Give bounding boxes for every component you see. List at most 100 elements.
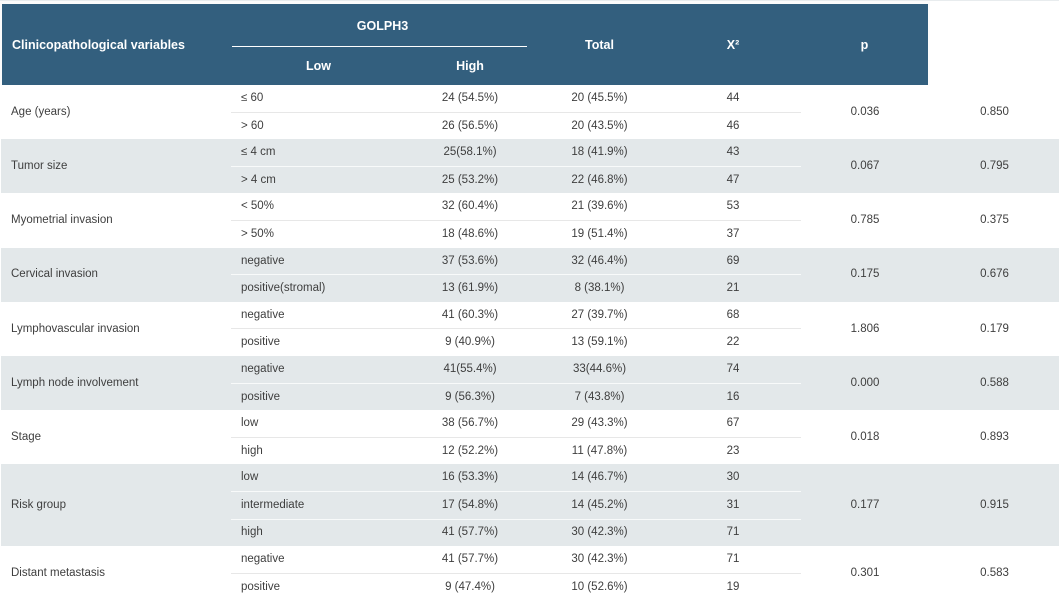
low-cell: 41(55.4%) bbox=[406, 355, 534, 384]
category-cell: negative bbox=[231, 546, 406, 574]
low-cell: 16 (53.3%) bbox=[406, 464, 534, 492]
variable-cell: Stage bbox=[11, 430, 42, 443]
col-header-p: p bbox=[801, 1, 930, 85]
table-row: positive 9 (56.3%) 7 (43.8%) 16 bbox=[1, 383, 1059, 411]
category-cell: intermediate bbox=[231, 491, 406, 520]
high-cell: 14 (45.2%) bbox=[534, 491, 665, 520]
table-row: > 60 26 (56.5%) 20 (43.5%) 46 bbox=[1, 112, 1059, 139]
low-cell: 38 (56.7%) bbox=[406, 410, 534, 438]
high-cell: 18 (41.9%) bbox=[534, 139, 665, 167]
chi2-cell: 0.018 bbox=[850, 430, 880, 443]
high-cell: 32 (46.4%) bbox=[534, 247, 665, 276]
col-header-high: High bbox=[406, 47, 534, 85]
table-row: positive 9 (47.4%) 10 (52.6%) 19 bbox=[1, 573, 1059, 593]
variable-cell: Distant metastasis bbox=[11, 566, 105, 579]
total-cell: 69 bbox=[665, 247, 801, 276]
total-cell: 67 bbox=[665, 410, 801, 438]
category-cell: < 50% bbox=[231, 193, 406, 221]
p-cell: 0.583 bbox=[980, 566, 1009, 579]
group-myometrial-invasion: Myometrial invasion < 50% 32 (60.4%) 21 … bbox=[1, 193, 1059, 247]
chi2-cell: 0.175 bbox=[801, 247, 929, 302]
low-cell: 13 (61.9%) bbox=[406, 274, 534, 302]
p-cell: 0.795 bbox=[929, 139, 1059, 194]
low-cell: 18 (48.6%) bbox=[441, 227, 499, 240]
col-header-golph3: GOLPH3 bbox=[231, 1, 534, 48]
high-cell: 29 (43.3%) bbox=[534, 410, 665, 438]
variable-cell: Risk group bbox=[1, 464, 231, 547]
total-cell: 21 bbox=[665, 274, 801, 302]
high-cell: 20 (43.5%) bbox=[571, 119, 628, 132]
high-cell: 14 (46.7%) bbox=[534, 464, 665, 492]
category-cell: negative bbox=[231, 247, 406, 276]
total-cell: 71 bbox=[665, 546, 801, 574]
group-lymphovascular-invasion: Lymphovascular invasion negative 41 (60.… bbox=[1, 301, 1059, 356]
table-row: Distant metastasis negative 41 (57.7%) 3… bbox=[1, 546, 1059, 579]
high-cell: 21 (39.6%) bbox=[534, 193, 665, 221]
variable-cell: Myometrial invasion bbox=[11, 214, 113, 227]
total-cell: 74 bbox=[665, 355, 801, 384]
group-lymph-node-involvement: Lymph node involvement negative 41(55.4%… bbox=[1, 355, 1059, 411]
p-cell: 0.893 bbox=[980, 430, 1009, 443]
total-cell: 16 bbox=[665, 383, 801, 411]
category-cell: positive bbox=[231, 383, 406, 411]
total-cell: 71 bbox=[665, 519, 801, 547]
total-cell: 23 bbox=[726, 444, 740, 457]
group-cervical-invasion: Cervical invasion negative 37 (53.6%) 32… bbox=[1, 247, 1059, 302]
table-row: positive(stromal) 13 (61.9%) 8 (38.1%) 2… bbox=[1, 274, 1059, 302]
total-cell: 37 bbox=[726, 227, 740, 240]
low-cell: 41 (60.3%) bbox=[406, 301, 534, 330]
low-cell: 17 (54.8%) bbox=[406, 491, 534, 520]
chi2-cell: 0.301 bbox=[850, 566, 880, 579]
table-row: Lymph node involvement negative 41(55.4%… bbox=[1, 355, 1059, 411]
total-cell: 43 bbox=[665, 139, 801, 167]
variable-cell: Age (years) bbox=[11, 105, 71, 118]
col-header-total: Total bbox=[534, 1, 665, 85]
p-cell: 0.375 bbox=[980, 214, 1009, 227]
high-cell: 30 (42.3%) bbox=[534, 546, 665, 574]
low-cell: 9 (47.4%) bbox=[445, 580, 495, 593]
chi2-cell: 1.806 bbox=[850, 322, 880, 335]
table-row: Cervical invasion negative 37 (53.6%) 32… bbox=[1, 247, 1059, 302]
table-row: positive 9 (40.9%) 13 (59.1%) 22 bbox=[1, 329, 1059, 356]
chi2-cell: 0.177 bbox=[801, 464, 929, 547]
category-cell: negative bbox=[231, 301, 406, 330]
p-cell: 0.676 bbox=[929, 247, 1059, 302]
p-cell: 0.588 bbox=[929, 355, 1059, 411]
high-cell: 33(44.6%) bbox=[534, 355, 665, 384]
low-cell: 41 (57.7%) bbox=[406, 519, 534, 547]
category-cell: ≤ 4 cm bbox=[231, 139, 406, 167]
category-cell: positive bbox=[241, 336, 280, 349]
high-cell: 8 (38.1%) bbox=[534, 274, 665, 302]
low-cell: 9 (40.9%) bbox=[445, 336, 495, 349]
category-cell: high bbox=[241, 444, 263, 457]
variable-cell: Tumor size bbox=[1, 139, 231, 194]
table-row: Risk group low 16 (53.3%) 14 (46.7%) 30 … bbox=[1, 464, 1059, 547]
category-cell: negative bbox=[231, 355, 406, 384]
p-cell: 0.850 bbox=[980, 105, 1009, 118]
category-cell: > 4 cm bbox=[231, 166, 406, 194]
total-cell: 68 bbox=[665, 301, 801, 330]
high-cell: 22 (46.8%) bbox=[534, 166, 665, 194]
col-header-chi2: X² bbox=[665, 1, 801, 85]
variable-cell: Lymphovascular invasion bbox=[11, 322, 140, 335]
category-cell: > 50% bbox=[241, 227, 274, 240]
low-cell: 41 (57.7%) bbox=[406, 546, 534, 574]
category-cell: > 60 bbox=[241, 119, 264, 132]
table-row: Myometrial invasion < 50% 32 (60.4%) 21 … bbox=[1, 193, 1059, 226]
total-cell: 31 bbox=[665, 491, 801, 520]
low-cell: 26 (56.5%) bbox=[441, 119, 499, 132]
table-row: intermediate 17 (54.8%) 14 (45.2%) 31 bbox=[1, 491, 1059, 520]
high-cell: 19 (51.4%) bbox=[571, 227, 628, 240]
high-cell: 30 (42.3%) bbox=[534, 519, 665, 547]
chi2-cell: 0.067 bbox=[801, 139, 929, 194]
low-cell: 12 (52.2%) bbox=[441, 444, 499, 457]
total-cell: 22 bbox=[726, 336, 740, 349]
group-distant-metastasis: Distant metastasis negative 41 (57.7%) 3… bbox=[1, 546, 1059, 593]
total-cell: 30 bbox=[665, 464, 801, 492]
category-cell: high bbox=[231, 519, 406, 547]
low-cell: 32 (60.4%) bbox=[406, 193, 534, 221]
high-cell: 20 (45.5%) bbox=[534, 85, 665, 113]
low-cell: 25(58.1%) bbox=[406, 139, 534, 167]
col-header-variables: Clinicopathological variables bbox=[0, 1, 231, 85]
